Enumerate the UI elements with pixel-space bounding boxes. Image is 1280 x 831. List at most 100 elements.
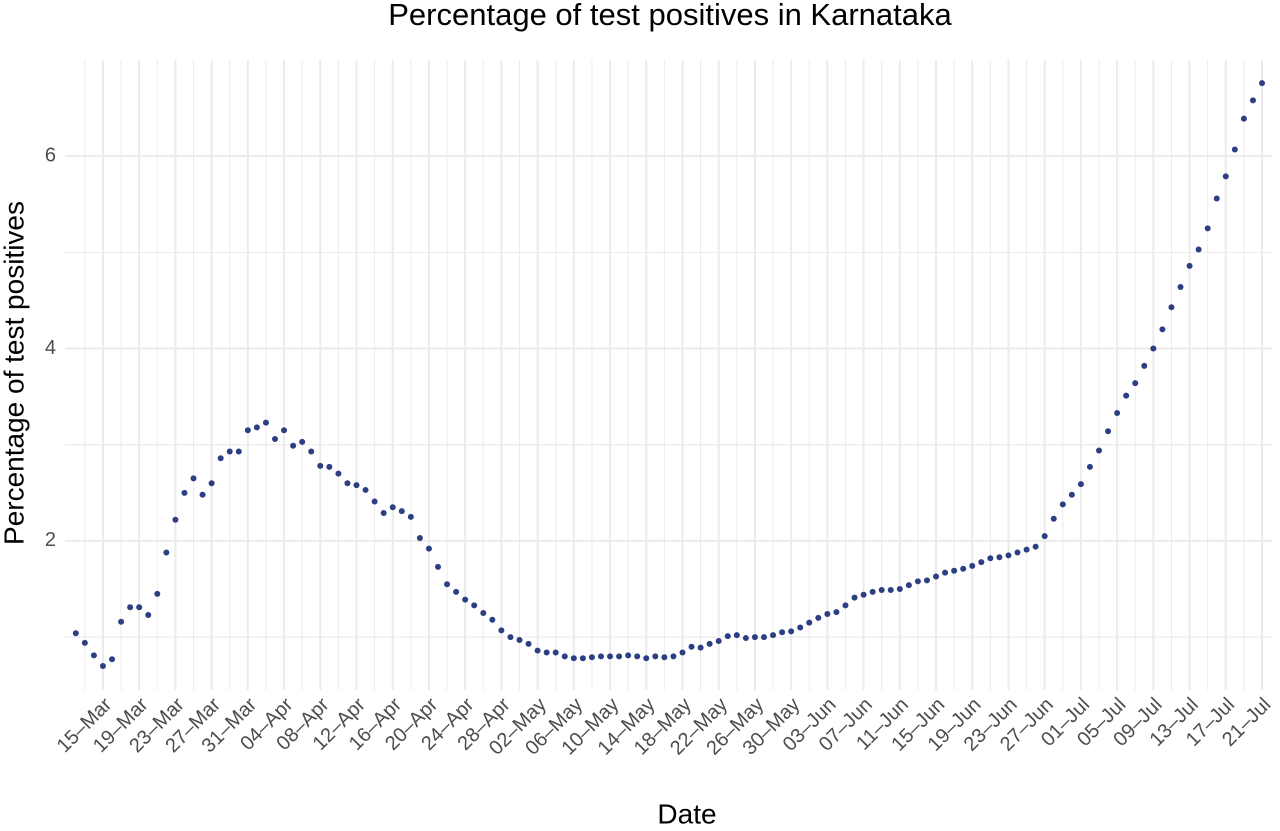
point: [272, 435, 279, 442]
point: [1096, 447, 1103, 454]
point: [969, 562, 976, 569]
point: [833, 609, 840, 616]
point: [1231, 146, 1238, 153]
point: [99, 662, 106, 669]
point: [145, 611, 152, 618]
point: [389, 504, 396, 511]
y-axis-label: Percentage of test positives: [0, 201, 29, 545]
point: [498, 627, 505, 634]
point: [561, 653, 568, 660]
point: [760, 634, 767, 641]
point: [869, 588, 876, 595]
point: [770, 632, 777, 639]
point: [815, 614, 822, 621]
point: [1086, 463, 1093, 470]
point: [896, 586, 903, 593]
point: [905, 582, 912, 589]
point: [163, 549, 170, 556]
point: [136, 604, 143, 611]
point: [1222, 173, 1229, 180]
point: [661, 654, 668, 661]
point: [1249, 97, 1256, 104]
point: [516, 636, 523, 643]
point: [987, 555, 994, 562]
point: [299, 438, 306, 445]
point: [1204, 225, 1211, 232]
point: [398, 508, 405, 515]
x-axis-label: Date: [657, 798, 716, 829]
point: [226, 448, 233, 455]
point: [643, 655, 650, 662]
points: [72, 80, 1266, 669]
point: [706, 640, 713, 647]
point: [1014, 549, 1021, 556]
point: [127, 604, 134, 611]
point: [579, 655, 586, 662]
point: [1077, 481, 1084, 488]
point: [842, 602, 849, 609]
point: [444, 581, 451, 588]
point: [335, 470, 342, 477]
point: [244, 427, 251, 434]
point: [824, 611, 831, 618]
point: [588, 654, 595, 661]
point: [1168, 304, 1175, 311]
point: [118, 618, 125, 625]
point: [326, 463, 333, 470]
point: [1213, 195, 1220, 202]
point: [281, 427, 288, 434]
point: [652, 653, 659, 660]
point: [1032, 543, 1039, 550]
point: [715, 637, 722, 644]
point: [1114, 409, 1121, 416]
point: [425, 545, 432, 552]
point: [416, 535, 423, 542]
point: [90, 652, 97, 659]
point: [552, 649, 559, 656]
point: [525, 640, 532, 647]
point: [851, 594, 858, 601]
point: [344, 480, 351, 487]
y-tick-label: 2: [45, 529, 56, 551]
point: [109, 656, 116, 663]
point: [435, 563, 441, 570]
point: [688, 643, 695, 650]
point: [733, 632, 740, 639]
point: [670, 653, 677, 660]
grid: [65, 60, 1272, 690]
point: [471, 602, 478, 609]
point: [1005, 552, 1012, 559]
point: [978, 559, 985, 566]
point: [453, 588, 460, 595]
point: [570, 655, 577, 662]
point: [199, 491, 206, 498]
point: [634, 653, 641, 660]
point: [362, 486, 369, 493]
point: [1186, 262, 1193, 269]
point: [208, 480, 215, 487]
point: [1141, 362, 1148, 369]
point: [878, 586, 885, 593]
point: [72, 630, 79, 637]
point: [181, 489, 188, 496]
chart-title: Percentage of test positives in Karnatak…: [388, 0, 952, 32]
point: [317, 462, 324, 469]
point: [697, 644, 704, 651]
point: [616, 653, 623, 660]
point: [1068, 491, 1075, 498]
point: [860, 591, 867, 598]
point: [1259, 80, 1266, 87]
point: [1123, 392, 1130, 399]
point: [480, 610, 487, 617]
point: [489, 616, 496, 623]
point: [806, 619, 813, 626]
point: [154, 590, 161, 597]
point: [217, 455, 224, 462]
point: [407, 513, 414, 520]
point: [543, 649, 550, 656]
point: [462, 596, 469, 603]
point: [1240, 115, 1247, 122]
point: [887, 586, 894, 593]
point: [308, 448, 315, 455]
